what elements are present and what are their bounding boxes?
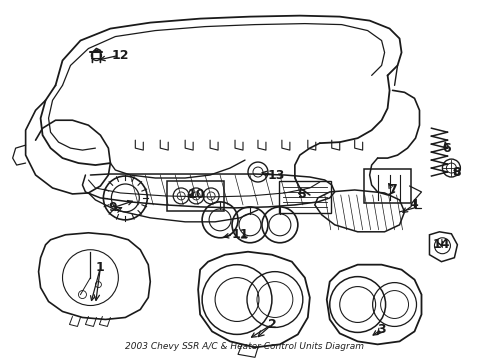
Text: 5: 5 [298, 188, 306, 202]
Text: 9: 9 [108, 201, 117, 215]
Text: 7: 7 [387, 184, 396, 197]
Text: 11: 11 [231, 228, 248, 241]
Text: 6: 6 [441, 141, 450, 155]
Text: 12: 12 [111, 49, 129, 62]
Text: 2003 Chevy SSR A/C & Heater Control Units Diagram: 2003 Chevy SSR A/C & Heater Control Unit… [125, 342, 363, 351]
Text: 4: 4 [408, 198, 417, 211]
Text: 3: 3 [377, 323, 385, 336]
Text: 14: 14 [432, 238, 449, 251]
Text: 1: 1 [96, 261, 104, 274]
Text: 13: 13 [266, 168, 284, 181]
Text: 8: 8 [451, 166, 460, 179]
Text: 10: 10 [187, 188, 204, 202]
Text: 2: 2 [267, 318, 276, 331]
